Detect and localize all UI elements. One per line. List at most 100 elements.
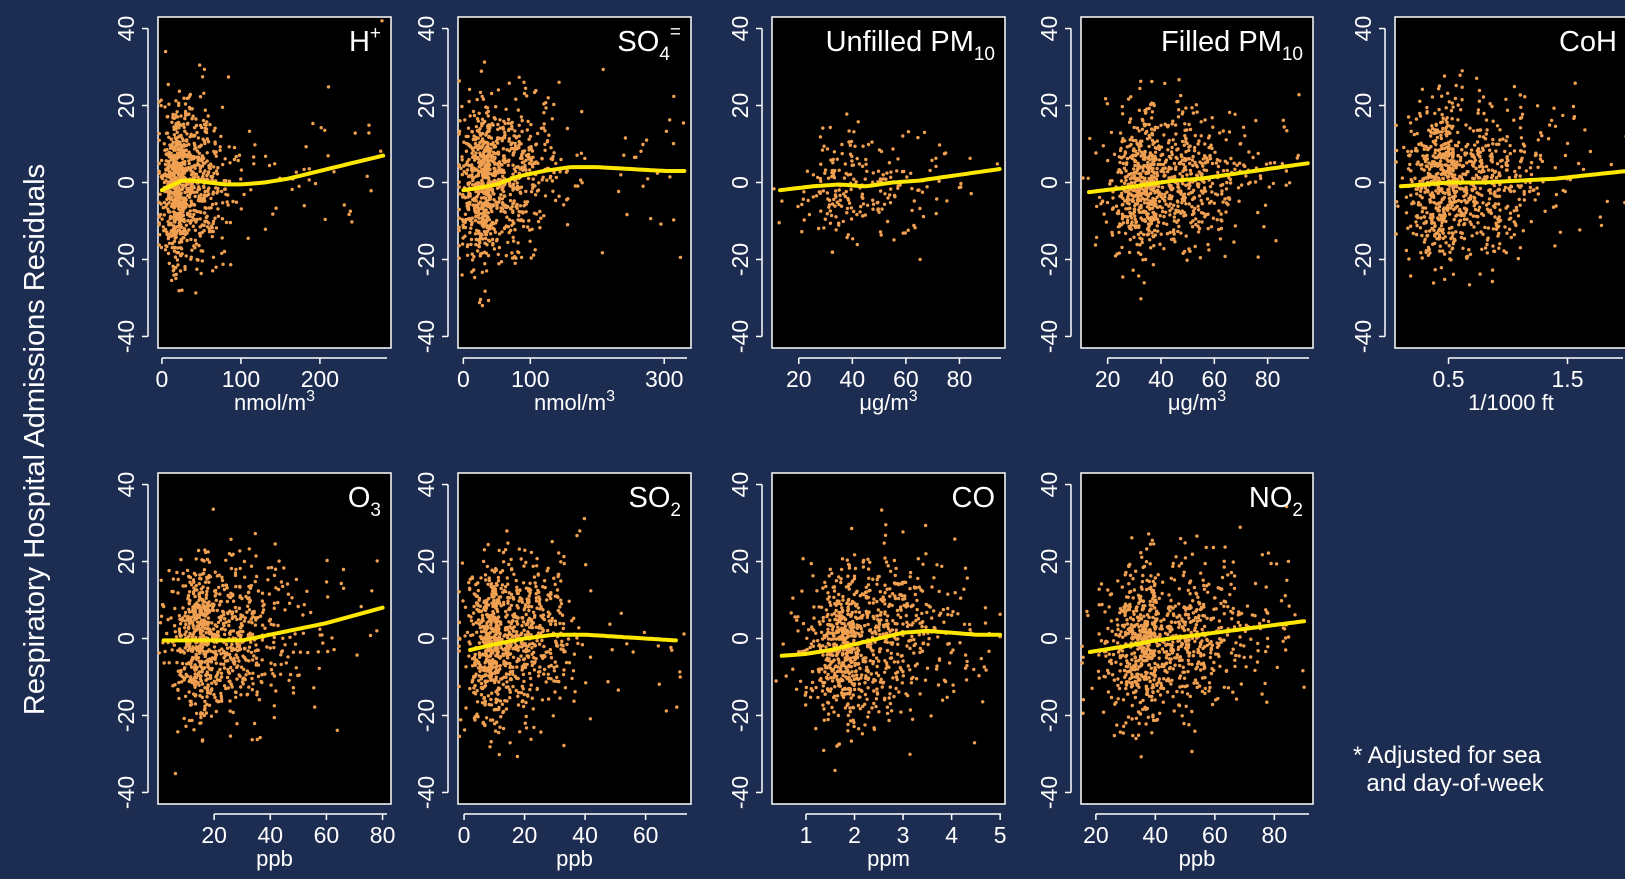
data-point [1456,154,1461,158]
data-point [477,229,481,233]
data-point [157,223,161,227]
data-point [478,297,483,302]
data-point [254,574,259,579]
data-point [342,203,346,207]
data-point [198,217,202,221]
data-point [216,620,221,625]
data-point [243,616,247,620]
data-point [1200,220,1204,224]
data-point [496,88,501,92]
data-point [179,247,184,251]
x-axis-label: μg/m3 [859,388,917,415]
data-point [821,126,825,130]
data-point [531,253,536,257]
data-point [503,133,507,137]
data-point [1180,139,1185,144]
data-point [485,131,489,135]
data-point [189,219,193,223]
data-point [1205,159,1210,163]
data-point [1471,214,1476,218]
data-point [1408,121,1413,125]
data-point [1519,136,1524,140]
data-point [206,623,210,627]
data-point [1129,222,1134,226]
data-point [492,227,496,231]
data-point [1477,99,1482,103]
data-point [198,144,202,149]
data-point [172,125,176,129]
data-point [1404,248,1409,253]
data-point [1540,134,1544,138]
data-point [1409,177,1413,182]
data-point [801,197,805,201]
data-point [1518,116,1523,121]
data-point [234,609,238,613]
data-point [1173,123,1178,127]
data-point [202,196,206,201]
data-point [903,231,907,235]
data-point [1139,203,1143,208]
data-point [1202,154,1207,158]
data-point [1414,117,1419,121]
data-point [222,249,227,254]
data-point [1271,181,1276,186]
data-point [1483,246,1488,250]
data-point [1284,183,1288,187]
data-point [800,230,804,234]
data-point [293,642,298,646]
data-point [232,145,237,150]
data-point [169,222,174,227]
x-tick-label: 80 [1255,366,1281,392]
y-tick-label: 0 [113,176,139,189]
data-point [1152,162,1156,167]
data-point [1433,224,1437,229]
data-point [276,623,280,628]
data-point [228,709,232,713]
data-point [1223,159,1228,163]
data-point [1507,176,1512,180]
data-point [1183,122,1187,126]
data-point [179,114,183,118]
data-point [181,213,186,218]
data-point [472,113,477,118]
data-point [1450,172,1454,177]
data-point [1520,112,1525,117]
data-point [1425,157,1430,161]
data-point [1447,212,1452,216]
data-point [1469,194,1473,198]
data-point [1423,206,1428,210]
data-point [489,91,494,96]
data-point [175,121,179,125]
data-point [246,604,250,608]
data-point [229,263,233,267]
y-tick-label: -20 [1350,243,1376,276]
data-point [466,243,470,247]
data-point [1478,134,1482,139]
data-point [616,189,621,194]
data-point [297,673,301,677]
data-point [1122,181,1127,185]
y-tick-label: -20 [727,243,753,276]
data-point [853,144,857,148]
data-point [234,695,238,699]
data-point [194,123,199,128]
data-point [1467,283,1472,287]
data-point [220,578,225,583]
data-point [1210,161,1215,166]
data-point [864,157,868,162]
x-axis-label: nmol/m3 [534,388,615,415]
x-tick-label: 1.5 [1552,366,1584,392]
data-point [1505,108,1510,113]
data-point [1192,145,1197,150]
data-point [1142,232,1146,237]
data-point [221,651,226,655]
data-point [224,583,228,587]
data-point [1167,196,1171,201]
data-point [181,138,185,143]
data-point [471,149,475,153]
data-point [1148,154,1152,158]
data-point [1495,162,1500,166]
data-point [274,689,278,693]
data-point [1476,176,1480,180]
data-point [1505,163,1510,168]
